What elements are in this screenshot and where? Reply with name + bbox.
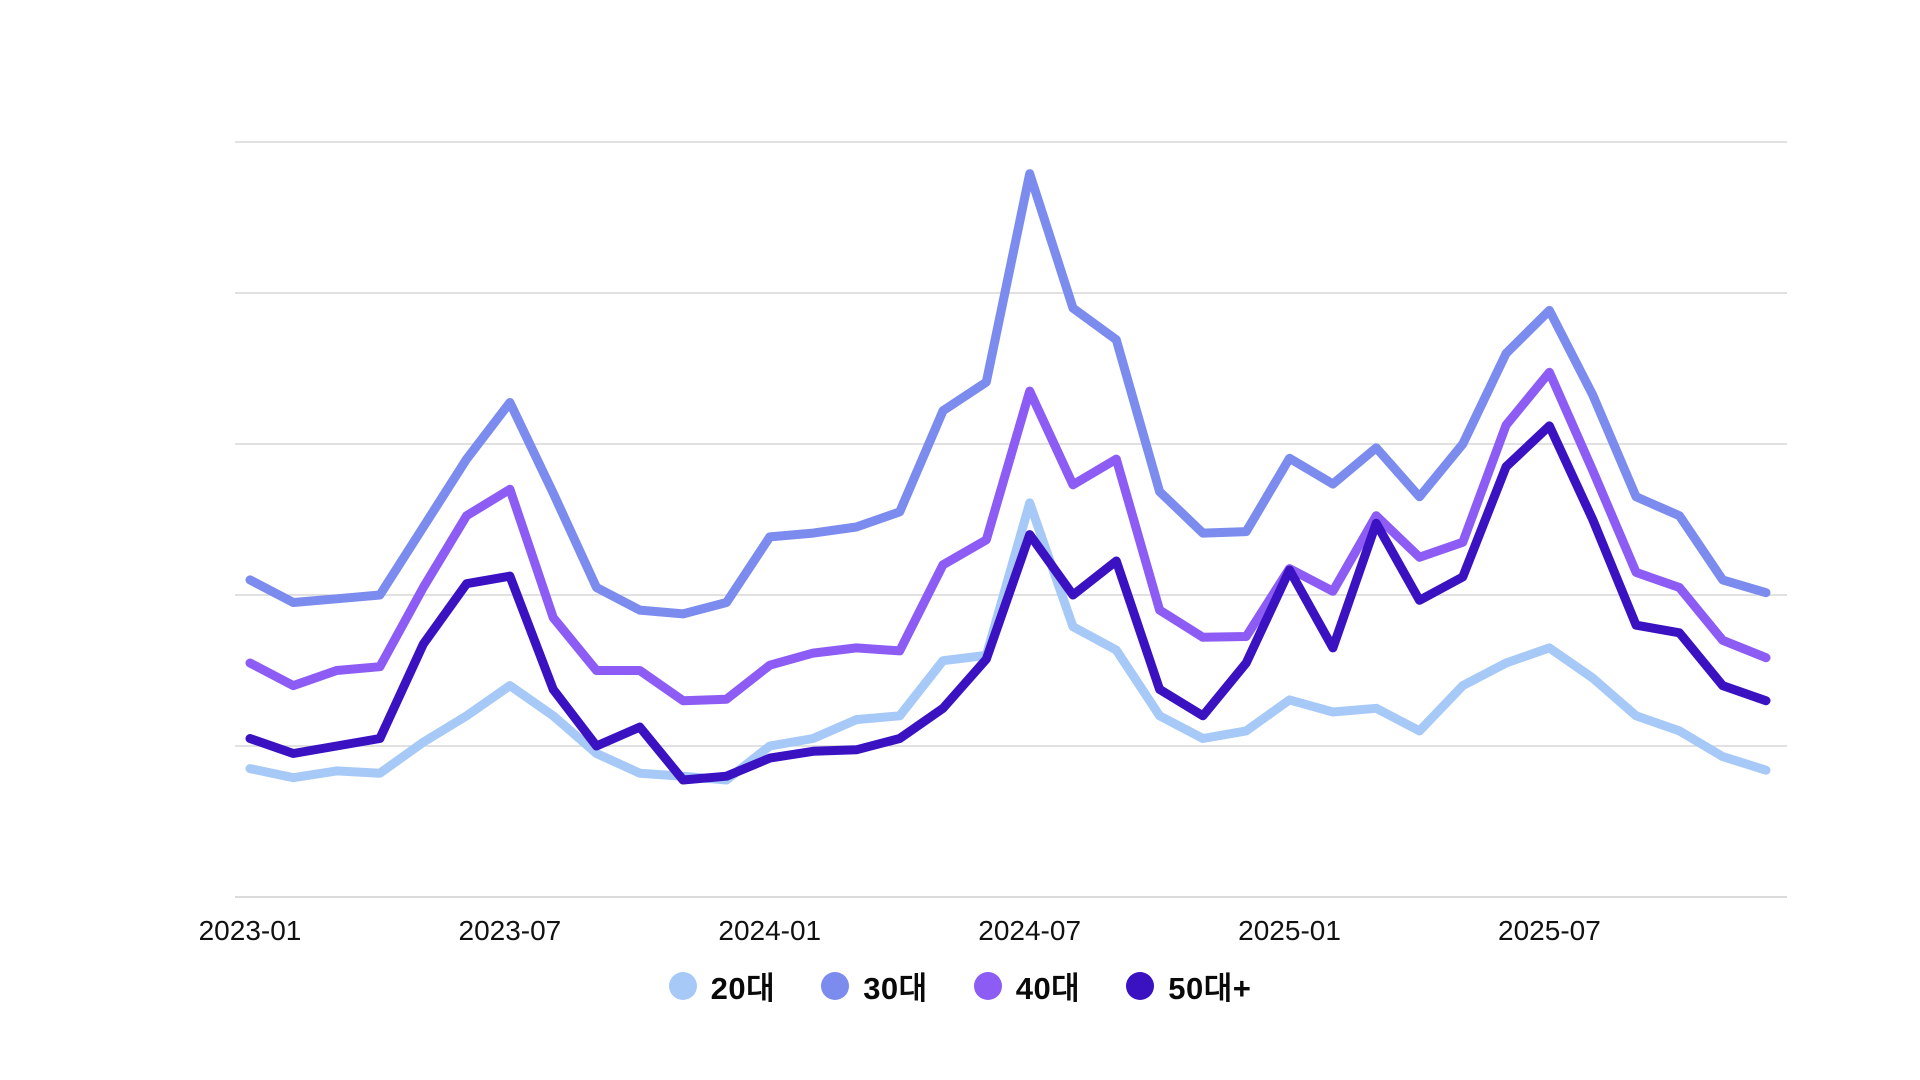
x-tick-label: 2023-01 — [199, 915, 302, 946]
legend-dot-icon — [821, 971, 850, 1000]
legend-label: 40대 — [1015, 971, 1081, 1006]
legend: 20대 30대 40대 50대+ — [0, 963, 1920, 1008]
x-tick-label: 2023-07 — [459, 915, 562, 946]
legend-item-50대+: 50대+ — [1126, 963, 1251, 1008]
legend-label: 50대+ — [1168, 971, 1252, 1006]
legend-label: 30대 — [863, 971, 928, 1006]
series-line-20대 — [245, 498, 1771, 785]
x-tick-label: 2025-01 — [1238, 915, 1341, 946]
legend-dot-icon — [1126, 971, 1155, 1000]
series-line-40대 — [245, 367, 1771, 706]
series-line-50대+ — [245, 421, 1771, 785]
legend-item-30대: 30대 — [821, 963, 928, 1008]
x-axis-labels: 2023-01 2023-07 2024-01 2024-07 2025-01 2025-… — [199, 915, 1601, 946]
x-tick-label: 2024-07 — [978, 915, 1081, 946]
x-tick-label: 2024-01 — [718, 915, 821, 946]
series-lines — [245, 169, 1771, 785]
legend-label: 20대 — [710, 971, 776, 1006]
series-line-30대 — [245, 169, 1771, 619]
legend-dot-icon — [668, 971, 697, 1000]
legend-dot-icon — [973, 971, 1002, 1000]
x-tick-label: 2025-07 — [1498, 915, 1601, 946]
legend-item-40대: 40대 — [973, 963, 1081, 1008]
legend-item-20대: 20대 — [668, 963, 776, 1008]
